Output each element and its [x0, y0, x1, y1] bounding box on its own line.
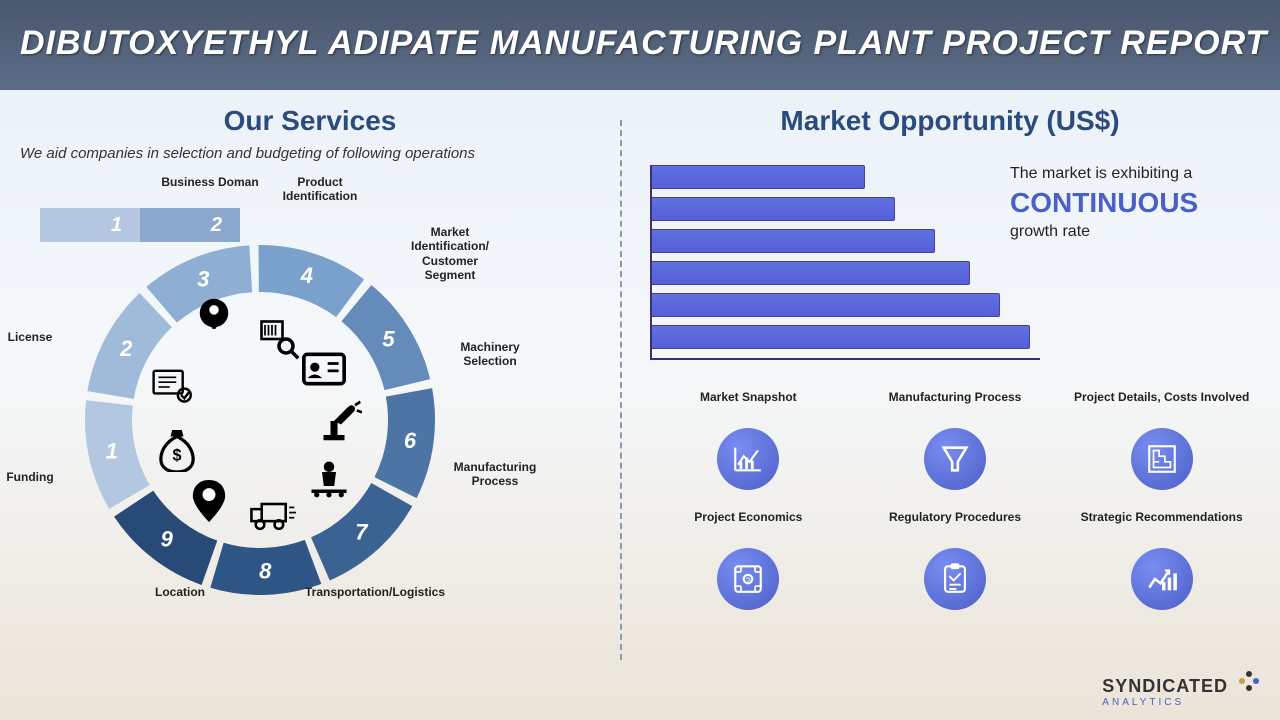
- growth-bar-chart: [650, 165, 1030, 365]
- page-title: DIBUTOXYETHYL ADIPATE MANUFACTURING PLAN…: [20, 24, 1267, 63]
- services-panel: Our Services We aid companies in selecti…: [0, 90, 620, 720]
- tab-2: 2: [140, 208, 240, 242]
- content: Our Services We aid companies in selecti…: [0, 90, 1280, 720]
- section-item-5: Strategic Recommendations: [1063, 510, 1260, 610]
- x-axis: [650, 358, 1040, 360]
- truck-icon: [248, 498, 296, 534]
- svg-text:$: $: [173, 447, 182, 465]
- bar-4: [650, 261, 970, 285]
- wheel-number-4: 4: [300, 263, 313, 288]
- growth-post: growth rate: [1010, 223, 1090, 240]
- section-item-2: Project Details, Costs Involved: [1063, 390, 1260, 490]
- growth-caption: The market is exhibiting a CONTINUOUS gr…: [1010, 165, 1270, 241]
- market-title: Market Opportunity (US$): [650, 105, 1250, 137]
- wheel-number-5: 5: [382, 327, 395, 352]
- y-axis: [650, 165, 652, 360]
- seg-label-8: Funding: [0, 470, 65, 484]
- seg-label-4: Machinery Selection: [445, 340, 535, 369]
- section-icon: [731, 442, 765, 476]
- tab-1: 1: [40, 208, 140, 242]
- seg-label-6: Transportation/Logistics: [295, 585, 455, 599]
- seg-label-3: Market Identification/ Customer Segment: [395, 225, 505, 283]
- market-panel: Market Opportunity (US$) The market is e…: [620, 90, 1280, 720]
- section-item-4: Regulatory Procedures: [857, 510, 1054, 610]
- svg-text:?: ?: [746, 575, 751, 585]
- logo-mark-icon: [1238, 670, 1260, 692]
- idea-icon: [195, 294, 233, 332]
- bar-1: [650, 165, 865, 189]
- services-wheel: 1 2 3 4 5 6 7 8 9 $: [80, 240, 440, 600]
- section-label: Manufacturing Process: [889, 390, 1022, 420]
- robot-arm-icon: [320, 400, 362, 442]
- section-label: Project Economics: [694, 510, 802, 540]
- wheel-number-2: 2: [119, 336, 133, 361]
- section-label: Strategic Recommendations: [1081, 510, 1243, 540]
- section-icon: [938, 442, 972, 476]
- section-icon-circle: [717, 428, 779, 490]
- bar-3: [650, 229, 935, 253]
- section-label: Project Details, Costs Involved: [1074, 390, 1249, 420]
- section-icon-circle: [1131, 548, 1193, 610]
- id-card-icon: [302, 350, 346, 388]
- section-item-0: Market Snapshot: [650, 390, 847, 490]
- wheel-number-1: 1: [106, 438, 118, 463]
- growth-word: CONTINUOUS: [1010, 187, 1270, 219]
- location-pin-icon: [192, 480, 226, 522]
- header-banner: DIBUTOXYETHYL ADIPATE MANUFACTURING PLAN…: [0, 0, 1280, 90]
- seg-label-2: Product Identification: [270, 175, 370, 204]
- wheel-number-8: 8: [259, 558, 272, 583]
- wheel-number-3: 3: [197, 267, 209, 292]
- section-icon: [938, 562, 972, 596]
- report-sections-grid: Market Snapshot Manufacturing Process Proj…: [650, 390, 1260, 610]
- barcode-search-icon: [258, 318, 300, 360]
- seg-label-9: License: [0, 330, 65, 344]
- seg-label-1: Business Doman: [160, 175, 260, 189]
- section-item-1: Manufacturing Process: [857, 390, 1054, 490]
- section-icon-circle: [924, 428, 986, 490]
- certificate-icon: [152, 368, 194, 406]
- section-icon: [1145, 562, 1179, 596]
- bar-2: [650, 197, 895, 221]
- section-icon-circle: ?: [717, 548, 779, 610]
- section-icon: [1145, 442, 1179, 476]
- money-bag-icon: $: [158, 430, 196, 472]
- section-icon-circle: [924, 548, 986, 610]
- logo-main: SYNDICATED: [1102, 676, 1228, 696]
- brand-logo: SYNDICATED ANALYTICS: [1102, 670, 1260, 708]
- services-title: Our Services: [20, 105, 600, 137]
- growth-pre: The market is exhibiting a: [1010, 165, 1192, 182]
- bar-5: [650, 293, 1000, 317]
- wheel-number-9: 9: [161, 526, 174, 551]
- services-subtitle: We aid companies in selection and budget…: [20, 145, 600, 162]
- section-icon: ?: [731, 562, 765, 596]
- section-icon-circle: [1131, 428, 1193, 490]
- wheel-number-7: 7: [355, 520, 369, 545]
- logo-sub: ANALYTICS: [1102, 697, 1260, 708]
- section-item-3: Project Economics?: [650, 510, 847, 610]
- worker-icon: [308, 458, 350, 500]
- section-label: Regulatory Procedures: [889, 510, 1021, 540]
- bar-6: [650, 325, 1030, 349]
- tab-strip: 1 2: [40, 208, 240, 242]
- seg-label-5: Manufacturing Process: [440, 460, 550, 489]
- wheel-svg: 1 2 3 4 5 6 7 8 9: [80, 240, 440, 600]
- section-label: Market Snapshot: [700, 390, 797, 420]
- wheel-number-6: 6: [404, 428, 417, 453]
- seg-label-7: Location: [130, 585, 230, 599]
